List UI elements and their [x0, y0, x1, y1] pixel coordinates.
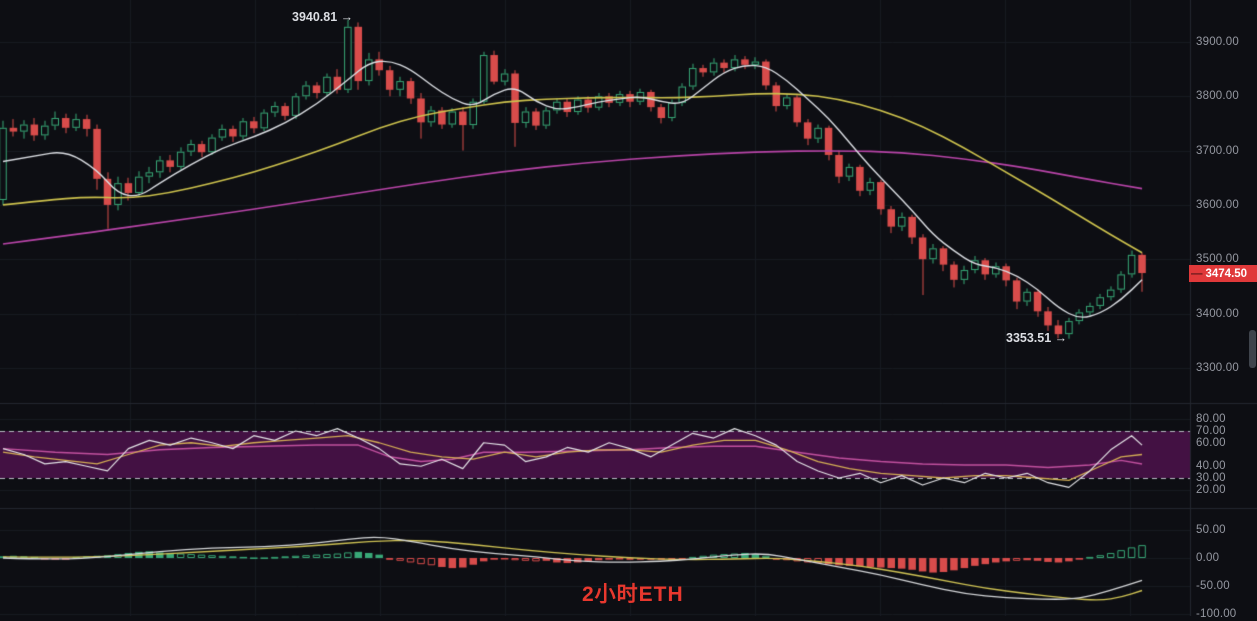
high-price-annotation: 3940.81 → — [292, 10, 354, 24]
badge-tick-dash: — — [1191, 267, 1203, 280]
rsi-axis-label: 80.00 — [1196, 413, 1226, 426]
timeframe-symbol-label: 2小时ETH — [582, 583, 684, 606]
price-axis-label: 3500.00 — [1196, 253, 1239, 266]
vertical-scrollbar-thumb[interactable] — [1249, 330, 1256, 368]
macd-axis-label: -100.00 — [1196, 608, 1237, 620]
rsi-axis-label: 40.00 — [1196, 460, 1226, 473]
rsi-axis-label: 60.00 — [1196, 436, 1226, 449]
last-price-value: 3474.50 — [1205, 267, 1248, 280]
price-axis-label: 3300.00 — [1196, 361, 1239, 374]
macd-axis-label: 50.00 — [1196, 524, 1226, 536]
rsi-axis-label: 30.00 — [1196, 472, 1226, 484]
price-axis-label: 3900.00 — [1196, 36, 1239, 48]
low-price-annotation: 3353.51 → — [1006, 331, 1068, 345]
macd-axis-label: 0.00 — [1196, 552, 1220, 564]
price-axis-label: 3600.00 — [1196, 198, 1239, 211]
last-price-badge: — 3474.50 — [1189, 265, 1257, 282]
price-axis-label: 3700.00 — [1196, 144, 1239, 157]
price-axis-label: 3400.00 — [1196, 307, 1239, 320]
rsi-axis-label: 70.00 — [1196, 425, 1226, 437]
macd-axis-label: -50.00 — [1196, 580, 1230, 592]
rsi-axis-label: 20.00 — [1196, 483, 1226, 496]
price-axis-label: 3800.00 — [1196, 90, 1239, 103]
